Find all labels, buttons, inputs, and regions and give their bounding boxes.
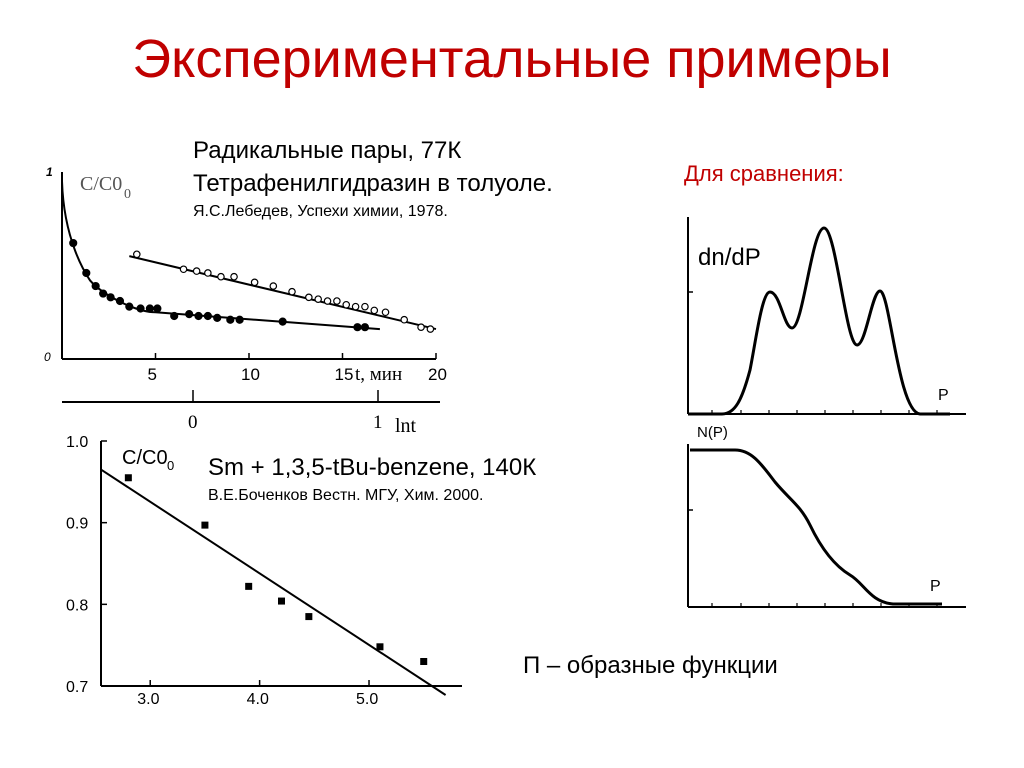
sm-caption-reference: В.Е.Боченков Вестн. МГУ, Хим. 2000. [208,487,484,504]
chart1-x-tick-label: 20 [428,365,447,384]
chart1-y-tick-label: 0 [44,350,51,364]
chart1-open-point [204,269,212,277]
chart1-filled-point [125,302,134,311]
chart2-point [124,474,132,482]
caption-reference: Я.С.Лебедев, Успехи химии, 1978. [193,203,448,220]
caption-line-1: Радикальные пары, 77К [193,137,462,164]
chart4-curve [690,448,942,606]
chart1-filled-point [136,304,145,313]
chart1-secondary-tick-label: 0 [188,412,198,433]
sm-caption-line-1: Sm + 1,3,5-tBu-benzene, 140К [208,454,537,481]
chart1-filled-point [226,315,235,324]
chart2-point [201,521,209,529]
chart1-open-point [381,308,390,317]
radical-pairs-caption: Радикальные пары, 77К Тетрафенилгидразин… [193,134,553,224]
slide-title: Экспериментальные примеры [132,29,892,89]
chart1-filled-point [91,281,100,291]
chart1-x-tick-label: 10 [241,365,260,384]
chart3-ylabel: dn/dP [698,244,761,271]
chart1-ylabel: C/C0 [80,173,122,195]
chart1-filled-point [194,311,203,321]
chart2-y-tick-label: 0.9 [66,516,88,533]
chart1-open-point [342,300,351,309]
chart1-open-point [426,325,435,333]
chart2-point [305,613,313,621]
chart2-x-tick-label: 5.0 [356,691,378,708]
chart1-open-point [370,306,379,315]
chart1-open-point [179,265,188,274]
chart1-filled-point [170,311,179,321]
chart4-xlabel: P [930,578,941,595]
chart2-point [376,643,384,651]
chart1-filled-point [115,296,125,306]
chart3-curve [688,226,950,416]
chart1-open-point [305,293,313,302]
chart1-filled-point [82,268,91,278]
chart1-open-point [417,323,425,332]
chart1-filled-point [278,317,287,326]
chart2-y-tick-label: 1.0 [66,434,88,451]
chart1-filled-point [106,293,115,302]
chart1-open-point [288,287,296,296]
chart1-y-tick-label: 1 [46,165,53,179]
chart2-fit-line [100,468,447,696]
chart1-ylabel-subscript: 0 [124,187,131,202]
chart2-x-tick-label: 3.0 [137,691,159,708]
chart1-filled-point [203,311,212,321]
chart1-filled-point [69,238,78,248]
caption-line-2: Тетрафенилгидразин в толуоле. [193,170,553,197]
chart1-secondary-xlabel: lnt [395,415,417,437]
chart1-open-point [333,297,341,305]
chart1-open-point [269,282,278,290]
chart2-x-tick-label: 4.0 [247,691,269,708]
chart1-x-tick-label: 5 [148,365,157,384]
chart1-open-point [133,250,141,259]
chart1-open-point [361,302,369,311]
chart1-filled-point [185,310,194,319]
chart2-point [245,582,253,590]
chart2-point [278,597,285,605]
comparison-caption: Для сравнения: [684,161,844,186]
chart2-ylabel-subscript: 0 [167,458,174,473]
chart1-filled-point [213,313,222,322]
chart1-filled-point [235,315,244,324]
chart1-open-point [351,302,360,311]
chart1-open-point [400,315,409,324]
chart1-open-point [217,272,225,281]
sm-caption: Sm + 1,3,5-tBu-benzene, 140К В.Е.Боченко… [208,452,536,508]
chart1-filled-point [360,323,370,332]
chart1-filled-point [99,289,108,298]
chart1-x-tick-label: 15 [335,365,354,384]
chart1-open-point [250,278,259,287]
chart1-open-point [192,267,201,275]
chart4-ylabel: N(P) [697,424,728,441]
chart1-secondary-tick-label: 1 [373,412,383,433]
chart2-ylabel: C/C0 [122,447,168,469]
chart1-xlabel: t, мин [355,364,402,385]
chart2-point [420,658,428,665]
chart3-xlabel: P [938,387,949,404]
chart2-y-tick-label: 0.7 [66,679,88,696]
bottom-caption: П – образные функции [523,652,778,679]
chart1-open-point [230,272,238,281]
chart1-open-point [314,295,322,303]
chart1-open-point [323,297,332,305]
chart2-y-tick-label: 0.8 [66,597,88,614]
chart1-filled-point [153,304,162,313]
